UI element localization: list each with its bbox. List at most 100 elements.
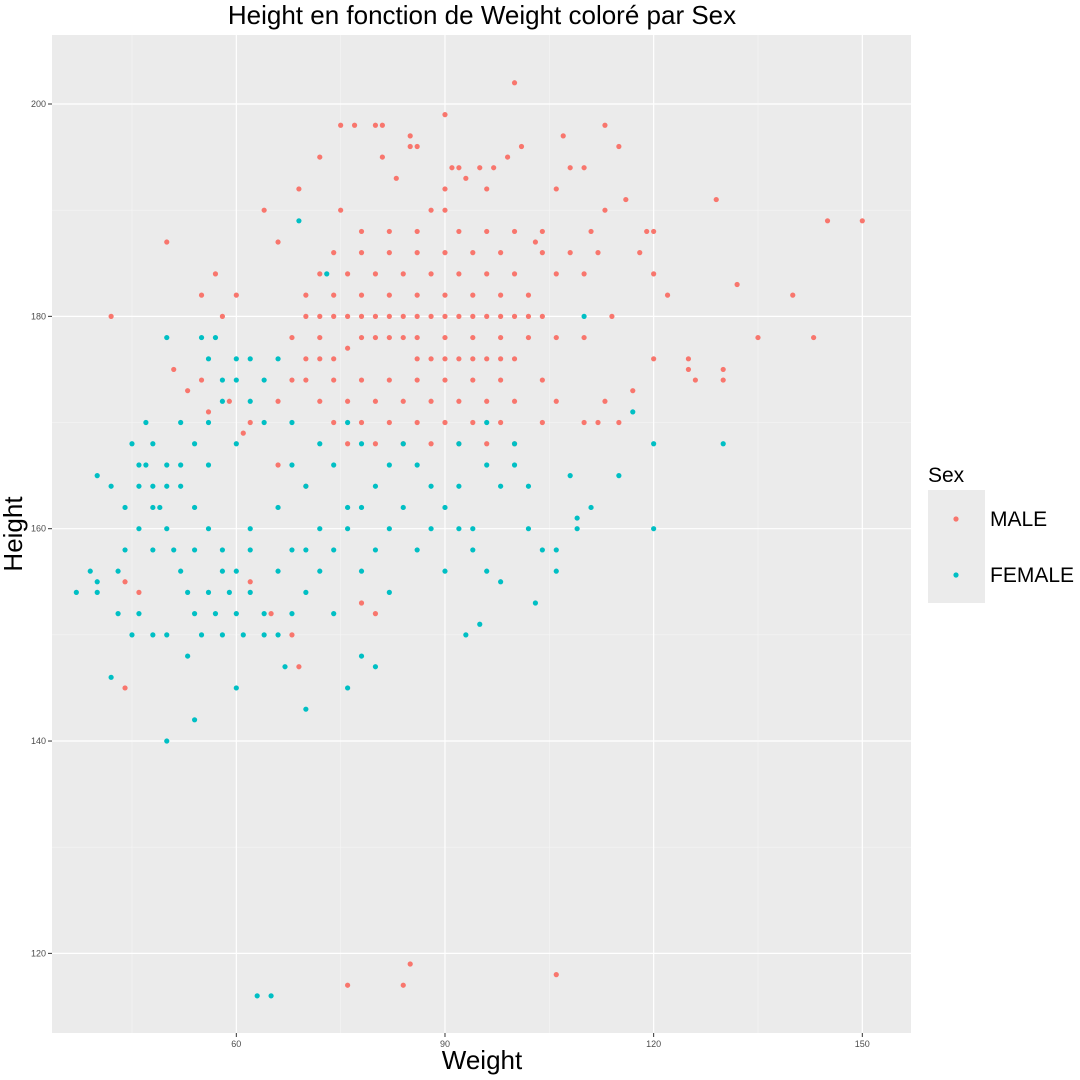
point-male xyxy=(498,356,504,362)
point-male xyxy=(317,334,323,341)
point-male xyxy=(386,250,392,256)
point-male xyxy=(456,398,462,404)
point-female xyxy=(143,462,149,468)
point-female xyxy=(247,547,253,553)
point-male xyxy=(331,419,337,426)
point-male xyxy=(442,112,448,118)
point-male xyxy=(824,218,831,224)
point-male xyxy=(400,334,406,341)
point-male xyxy=(442,419,448,426)
point-male xyxy=(317,356,323,362)
point-female xyxy=(240,632,246,638)
point-female xyxy=(442,504,448,511)
point-male xyxy=(539,377,545,383)
point-male xyxy=(219,313,226,319)
point-male xyxy=(470,377,476,383)
point-female xyxy=(289,462,295,468)
point-female xyxy=(143,419,149,426)
point-male xyxy=(644,228,650,235)
point-male xyxy=(296,664,302,670)
point-male xyxy=(491,165,497,171)
point-male xyxy=(553,398,559,404)
point-male xyxy=(609,313,615,319)
point-male xyxy=(790,292,796,298)
point-male xyxy=(456,313,462,319)
point-male xyxy=(713,196,719,203)
point-male xyxy=(400,398,406,404)
point-male xyxy=(442,377,448,383)
point-female xyxy=(303,547,309,553)
point-male xyxy=(331,292,337,298)
point-female xyxy=(386,526,392,532)
point-female xyxy=(185,589,191,595)
point-female xyxy=(470,547,476,553)
point-male xyxy=(386,377,392,383)
legend-label-male: MALE xyxy=(990,508,1047,531)
point-female xyxy=(428,483,434,489)
point-female xyxy=(185,653,191,659)
point-female xyxy=(108,483,114,489)
point-female xyxy=(324,271,330,277)
point-female xyxy=(386,589,392,595)
point-female xyxy=(247,356,253,362)
y-tick-label: 180 xyxy=(31,311,46,321)
point-male xyxy=(581,334,587,341)
point-male xyxy=(289,632,295,638)
point-male xyxy=(428,207,434,213)
point-female xyxy=(289,547,295,553)
point-male xyxy=(358,377,365,383)
y-tick-label: 200 xyxy=(31,99,46,109)
point-male xyxy=(720,377,726,383)
point-female xyxy=(205,356,212,362)
point-male xyxy=(498,419,504,426)
x-tick-label: 60 xyxy=(231,1039,241,1049)
point-female xyxy=(191,611,198,617)
point-female xyxy=(164,483,170,489)
point-female xyxy=(178,419,184,426)
point-male xyxy=(379,154,385,160)
point-male xyxy=(692,377,698,383)
point-male xyxy=(393,175,399,181)
point-female xyxy=(233,356,239,362)
point-female xyxy=(539,547,545,553)
x-tick-label: 90 xyxy=(440,1039,450,1049)
point-female xyxy=(303,706,309,712)
point-female xyxy=(73,589,79,595)
point-female xyxy=(372,664,379,670)
point-male xyxy=(859,218,865,224)
point-female xyxy=(456,483,462,489)
point-male xyxy=(484,228,490,235)
point-male xyxy=(602,207,608,213)
point-male xyxy=(553,186,559,192)
point-male xyxy=(240,430,246,436)
point-female xyxy=(191,504,198,511)
point-male xyxy=(275,239,281,245)
point-female xyxy=(233,685,239,691)
point-male xyxy=(407,143,413,150)
point-male xyxy=(720,366,726,373)
x-tick-label: 120 xyxy=(646,1039,661,1049)
point-male xyxy=(504,154,511,160)
point-female xyxy=(498,579,504,585)
point-female xyxy=(129,441,135,447)
point-female xyxy=(87,568,93,574)
point-male xyxy=(539,250,545,256)
point-male xyxy=(560,133,566,139)
point-female xyxy=(205,419,212,426)
point-male xyxy=(122,685,128,691)
point-male xyxy=(651,356,657,362)
point-male xyxy=(581,271,587,277)
point-female xyxy=(94,473,100,479)
point-male xyxy=(511,228,518,235)
point-male xyxy=(400,982,406,988)
point-male xyxy=(442,313,448,319)
point-male xyxy=(345,313,351,319)
point-male xyxy=(442,186,448,192)
point-female xyxy=(484,568,490,574)
point-male xyxy=(470,313,476,319)
point-male xyxy=(317,271,323,277)
legend-key-background xyxy=(928,490,985,603)
point-male xyxy=(428,271,434,277)
point-male xyxy=(484,441,490,447)
point-female xyxy=(525,483,532,489)
